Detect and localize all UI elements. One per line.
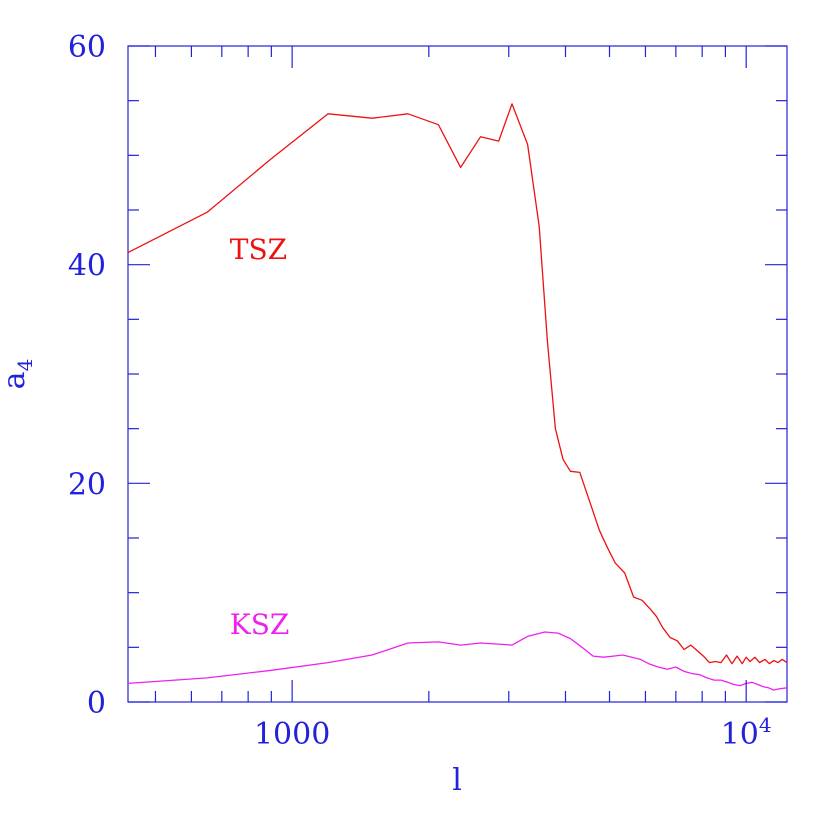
x-tick-label-exponent: 4 — [759, 713, 772, 737]
plot-frame — [127, 45, 788, 703]
x-tick-label: 104 — [721, 713, 772, 752]
y-axis-label-subscript: 4 — [13, 359, 37, 372]
x-axis-label: l — [452, 763, 462, 798]
y-axis-label-base: a — [0, 371, 32, 389]
y-tick-label: 20 — [68, 467, 106, 502]
series-line-tsz — [127, 103, 788, 665]
x-tick-label-base: 10 — [721, 717, 759, 752]
tick-layer: 0 20 40 60 1000 104 — [68, 30, 787, 752]
x-tick-label: 1000 — [254, 717, 330, 752]
y-tick-label: 60 — [68, 30, 106, 65]
series-line-ksz — [127, 631, 788, 691]
x-tick-label-base: 1000 — [254, 717, 330, 752]
y-axis-label: a4 — [0, 359, 37, 390]
series-label-tsz: TSZ — [230, 233, 287, 266]
y-tick-label: 0 — [87, 686, 106, 721]
y-tick-label: 40 — [68, 249, 106, 284]
series-label-ksz: KSZ — [230, 608, 290, 641]
plot-area — [127, 45, 788, 703]
series-layer — [127, 103, 788, 691]
annotation-layer: TSZ KSZ — [230, 233, 290, 641]
